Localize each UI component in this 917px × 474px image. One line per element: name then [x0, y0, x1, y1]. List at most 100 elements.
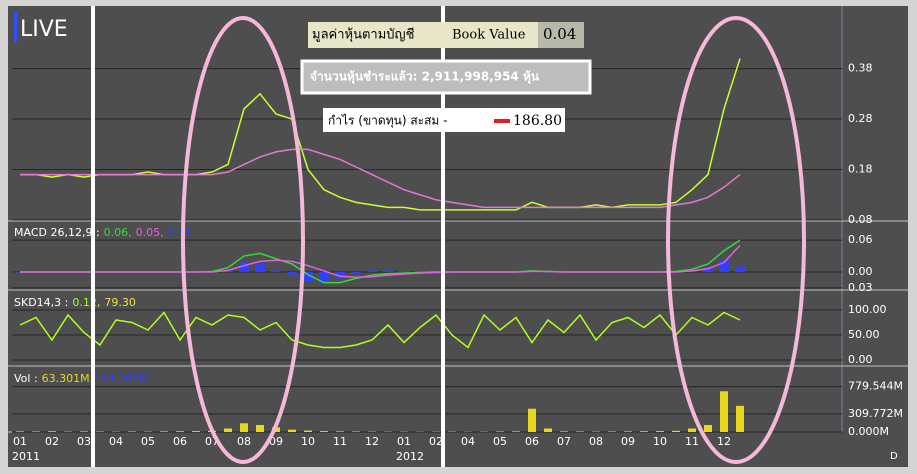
- volume-bar: [192, 431, 200, 432]
- x-tick-label: 05: [141, 435, 155, 448]
- x-tick-label: 01: [397, 435, 411, 448]
- shares-info: จำนวนหุ้นชำระแล้ว: 2,911,998,954 หุ้น: [310, 70, 540, 85]
- volume-bar: [688, 428, 696, 432]
- info-box: [323, 108, 565, 132]
- legend-label: MACD 26,12,9 :: [14, 226, 100, 239]
- volume-bar: [304, 430, 312, 432]
- profit-value: 186.80: [513, 113, 562, 129]
- info-value-box: [538, 22, 584, 48]
- histogram-bar: [719, 260, 729, 272]
- volume-bar: [624, 431, 632, 432]
- histogram-bar: [415, 271, 425, 272]
- volume-bar: [336, 431, 344, 432]
- histogram-bar: [735, 266, 745, 272]
- series-line: [19, 311, 741, 349]
- x-tick-label: 12: [717, 435, 731, 448]
- volume-bar: [48, 431, 56, 432]
- volume-bar: [16, 431, 24, 432]
- x-tick-label: 07: [557, 435, 571, 448]
- histogram-bar: [239, 262, 249, 272]
- volume-bar: [288, 429, 296, 432]
- y-tick-label: 0.28: [848, 112, 873, 125]
- profit-label: กำไร (ขาดทุน) สะสม -: [328, 114, 447, 129]
- y-tick-label: 0.38: [848, 62, 873, 75]
- x-tick-label: 02: [45, 435, 59, 448]
- volume-bar: [704, 425, 712, 432]
- histogram-bar: [319, 271, 329, 284]
- info-box: [300, 59, 592, 95]
- series-line: [20, 148, 741, 209]
- volume-bar: [80, 431, 88, 432]
- histogram-bar: [703, 267, 713, 272]
- book-value: 0.04: [543, 25, 576, 43]
- volume-bar: [736, 405, 744, 432]
- legend-label: 114.305M: [94, 372, 149, 385]
- x-tick-label: 09: [269, 435, 283, 448]
- histogram-bar: [399, 270, 409, 272]
- live-marker: [14, 12, 17, 42]
- y-tick-label: 0.18: [848, 163, 873, 176]
- book-value-label: Book Value: [452, 28, 526, 43]
- histogram-bar: [367, 270, 377, 272]
- x-tick-label: 11: [685, 435, 699, 448]
- y-tick-label: 50.00: [848, 328, 880, 341]
- y-tick-label: 0.06: [848, 233, 873, 246]
- x-year-label: 2011: [12, 450, 40, 463]
- y-tick-label: 779.544M: [848, 380, 903, 393]
- plot-area: 0.08 0.18 0.28 0.38 0.06 0.00 0.03 MACD 26,12,9…: [12, 58, 903, 463]
- volume-bar: [720, 391, 728, 432]
- x-tick-label: 05: [493, 435, 507, 448]
- volume-bar: [320, 431, 328, 432]
- legend-label: 0.01: [168, 226, 193, 239]
- histogram-bar: [271, 270, 281, 272]
- series-line: [20, 58, 741, 211]
- highlight-ellipse: [666, 16, 806, 464]
- legend-label: SKD14,3 :: [14, 296, 68, 309]
- x-tick-label: 08: [589, 435, 603, 448]
- volume-bar: [528, 408, 536, 432]
- x-tick-label: 04: [109, 435, 123, 448]
- y-tick-label: 0.000M: [848, 425, 889, 438]
- live-label: LIVE: [20, 17, 68, 42]
- x-year-label: 2012: [396, 450, 424, 463]
- histogram-bar: [351, 271, 361, 274]
- histogram-bar: [543, 271, 553, 273]
- legend-label: 0.05,: [136, 226, 164, 239]
- volume-bar: [544, 428, 552, 432]
- highlight-ellipse: [181, 16, 305, 464]
- volume-bar: [656, 431, 664, 432]
- annotations: LIVE D มูลค่าหุ้นตามบัญชี Book Value 0.0…: [14, 6, 898, 467]
- volume-bar: [176, 431, 184, 432]
- volume-bar: [240, 423, 248, 432]
- y-tick-label: 0.03: [848, 281, 873, 294]
- histogram-bar: [303, 271, 313, 282]
- x-tick-label: 04: [461, 435, 475, 448]
- legend-label: Vol :: [14, 372, 38, 385]
- x-tick-label: 10: [653, 435, 667, 448]
- histogram-bar: [383, 270, 393, 272]
- x-tick-label: 02: [429, 435, 443, 448]
- histogram-bar: [335, 271, 345, 279]
- volume-bar: [256, 425, 264, 432]
- volume-bar: [224, 428, 232, 432]
- x-tick-label: 09: [621, 435, 635, 448]
- volume-bar: [560, 431, 568, 432]
- y-tick-label: 0.08: [848, 213, 873, 226]
- legend-label: 63.301M: [42, 372, 90, 385]
- histogram-bar: [255, 264, 265, 272]
- legend-label: 0.06,: [104, 226, 132, 239]
- series-line: [20, 244, 741, 279]
- volume-bar: [672, 430, 680, 432]
- y-tick-label: 309.772M: [848, 407, 903, 420]
- x-tick-label: 11: [333, 435, 347, 448]
- x-tick-label: 03: [77, 435, 91, 448]
- y-tick-label: 0.00: [848, 353, 873, 366]
- x-tick-label: 12: [365, 435, 379, 448]
- loss-marker: [494, 119, 510, 123]
- period-label: D: [890, 451, 898, 462]
- volume-bar: [640, 431, 648, 432]
- y-tick-label: 100.00: [848, 303, 887, 316]
- x-tick-label: 10: [301, 435, 315, 448]
- x-tick-label: 08: [237, 435, 251, 448]
